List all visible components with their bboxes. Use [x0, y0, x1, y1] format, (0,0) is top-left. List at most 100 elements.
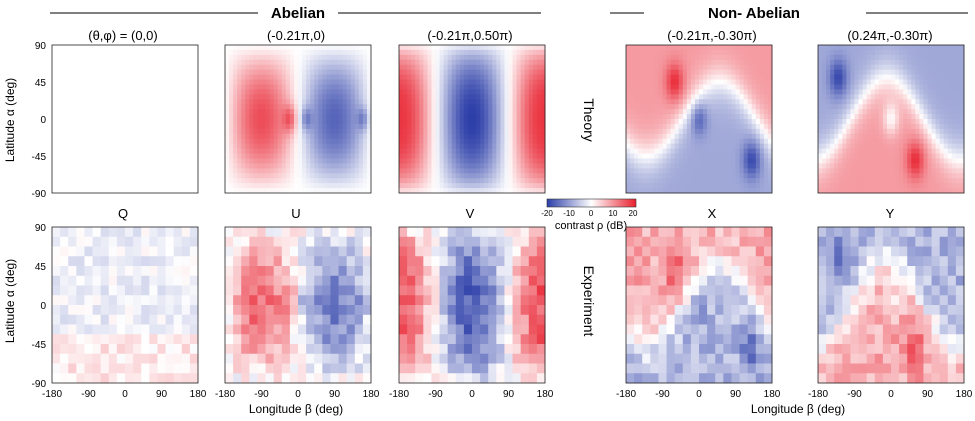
- heatmap-cell: [419, 123, 424, 130]
- heatmap-cell: [96, 54, 102, 61]
- heatmap-cell: [189, 183, 195, 189]
- heatmap-cell: [463, 54, 469, 61]
- heatmap-cell: [302, 45, 307, 51]
- heatmap-cell: [407, 84, 412, 90]
- heatmap-cell: [306, 173, 311, 179]
- heatmap-cell: [943, 123, 949, 130]
- heatmap-cell: [318, 178, 323, 184]
- heatmap-cell: [137, 64, 142, 71]
- heatmap-cell: [225, 114, 230, 120]
- heatmap-cell: [338, 183, 344, 189]
- heatmap-cell: [314, 99, 319, 105]
- heatmap-cell: [366, 168, 372, 174]
- heatmap-cell: [743, 79, 749, 85]
- heatmap-cell: [690, 123, 696, 130]
- heatmap-cell: [694, 59, 700, 66]
- heatmap-cell: [743, 143, 749, 150]
- heatmap-cell: [80, 133, 85, 140]
- heatmap-cell: [711, 54, 716, 61]
- heatmap-cell: [443, 188, 449, 194]
- heatmap-cell: [326, 94, 331, 100]
- heatmap-cell: [137, 128, 142, 135]
- heatmap-cell: [285, 74, 291, 81]
- heatmap-cell: [739, 168, 745, 174]
- heatmap-cell: [281, 59, 287, 66]
- heatmap-cell: [100, 163, 106, 169]
- heatmap-cell: [72, 119, 77, 125]
- heatmap-cell: [931, 114, 937, 120]
- heatmap-cell: [366, 119, 372, 125]
- heatmap-cell: [427, 104, 432, 110]
- heatmap-cell: [484, 64, 489, 71]
- heatmap-cell: [467, 123, 473, 130]
- heatmap-cell: [678, 54, 684, 61]
- heatmap-cell: [731, 138, 736, 145]
- heatmap-cell: [642, 178, 647, 184]
- heatmap-cell: [285, 119, 291, 125]
- heatmap-cell: [431, 64, 436, 71]
- heatmap-cell: [318, 64, 323, 71]
- heatmap-cell: [767, 178, 773, 184]
- heatmap-cell: [342, 69, 348, 76]
- heatmap-cell: [666, 168, 672, 174]
- heatmap-cell: [747, 123, 753, 130]
- heatmap-cell: [830, 89, 835, 95]
- heatmap-cell: [690, 45, 696, 51]
- heatmap-cell: [870, 49, 876, 56]
- heatmap-cell: [630, 119, 635, 125]
- heatmap-cell: [423, 49, 428, 56]
- heatmap-cell: [443, 138, 449, 145]
- heatmap-cell: [338, 49, 344, 56]
- heatmap-cell: [322, 138, 327, 145]
- heatmap-cell: [145, 64, 150, 71]
- heatmap-cell: [76, 173, 81, 179]
- heatmap-cell: [326, 173, 331, 179]
- heatmap-cell: [735, 104, 741, 110]
- heatmap-cell: [763, 133, 769, 140]
- heatmap-cell: [108, 54, 114, 61]
- heatmap-cell: [743, 123, 749, 130]
- heatmap-cell: [492, 49, 497, 56]
- heatmap-cell: [455, 173, 461, 179]
- heatmap-cell: [694, 69, 700, 76]
- heatmap-cell: [169, 183, 175, 189]
- heatmap-cell: [524, 133, 530, 140]
- heatmap-cell: [269, 94, 275, 100]
- heatmap-cell: [532, 59, 538, 66]
- heatmap-cell: [670, 89, 676, 95]
- heatmap-cell: [500, 54, 505, 61]
- heatmap-cell: [249, 153, 254, 159]
- heatmap-cell: [951, 69, 957, 76]
- heatmap-cell: [322, 158, 327, 164]
- heatmap-cell: [411, 163, 416, 169]
- heatmap-cell: [723, 183, 728, 189]
- heatmap-cell: [747, 99, 753, 105]
- heatmap-cell: [662, 168, 668, 174]
- heatmap-cell: [854, 89, 860, 95]
- heatmap-cell: [923, 59, 928, 66]
- heatmap-cell: [919, 109, 924, 115]
- heatmap-cell: [92, 69, 98, 76]
- heatmap-cell: [137, 94, 142, 100]
- heatmap-cell: [838, 123, 843, 130]
- heatmap-cell: [104, 123, 110, 130]
- heatmap-cell: [84, 173, 89, 179]
- heatmap-cell: [540, 64, 546, 71]
- heatmap-cell: [439, 158, 445, 164]
- heatmap-cell: [540, 99, 546, 105]
- heatmap-cell: [68, 69, 73, 76]
- heatmap-cell: [731, 173, 736, 179]
- heatmap-cell: [895, 114, 900, 120]
- heatmap-cell: [431, 79, 436, 85]
- heatmap-cell: [72, 69, 77, 76]
- heatmap-cell: [504, 54, 509, 61]
- heatmap-cell: [634, 123, 639, 130]
- heatmap-cell: [241, 143, 246, 150]
- heatmap-cell: [399, 158, 404, 164]
- heatmap-cell: [241, 148, 246, 155]
- heatmap-cell: [129, 138, 134, 145]
- heatmap-cell: [739, 84, 745, 90]
- heatmap-cell: [249, 94, 254, 100]
- heatmap-cell: [289, 148, 295, 155]
- heatmap-cell: [447, 163, 453, 169]
